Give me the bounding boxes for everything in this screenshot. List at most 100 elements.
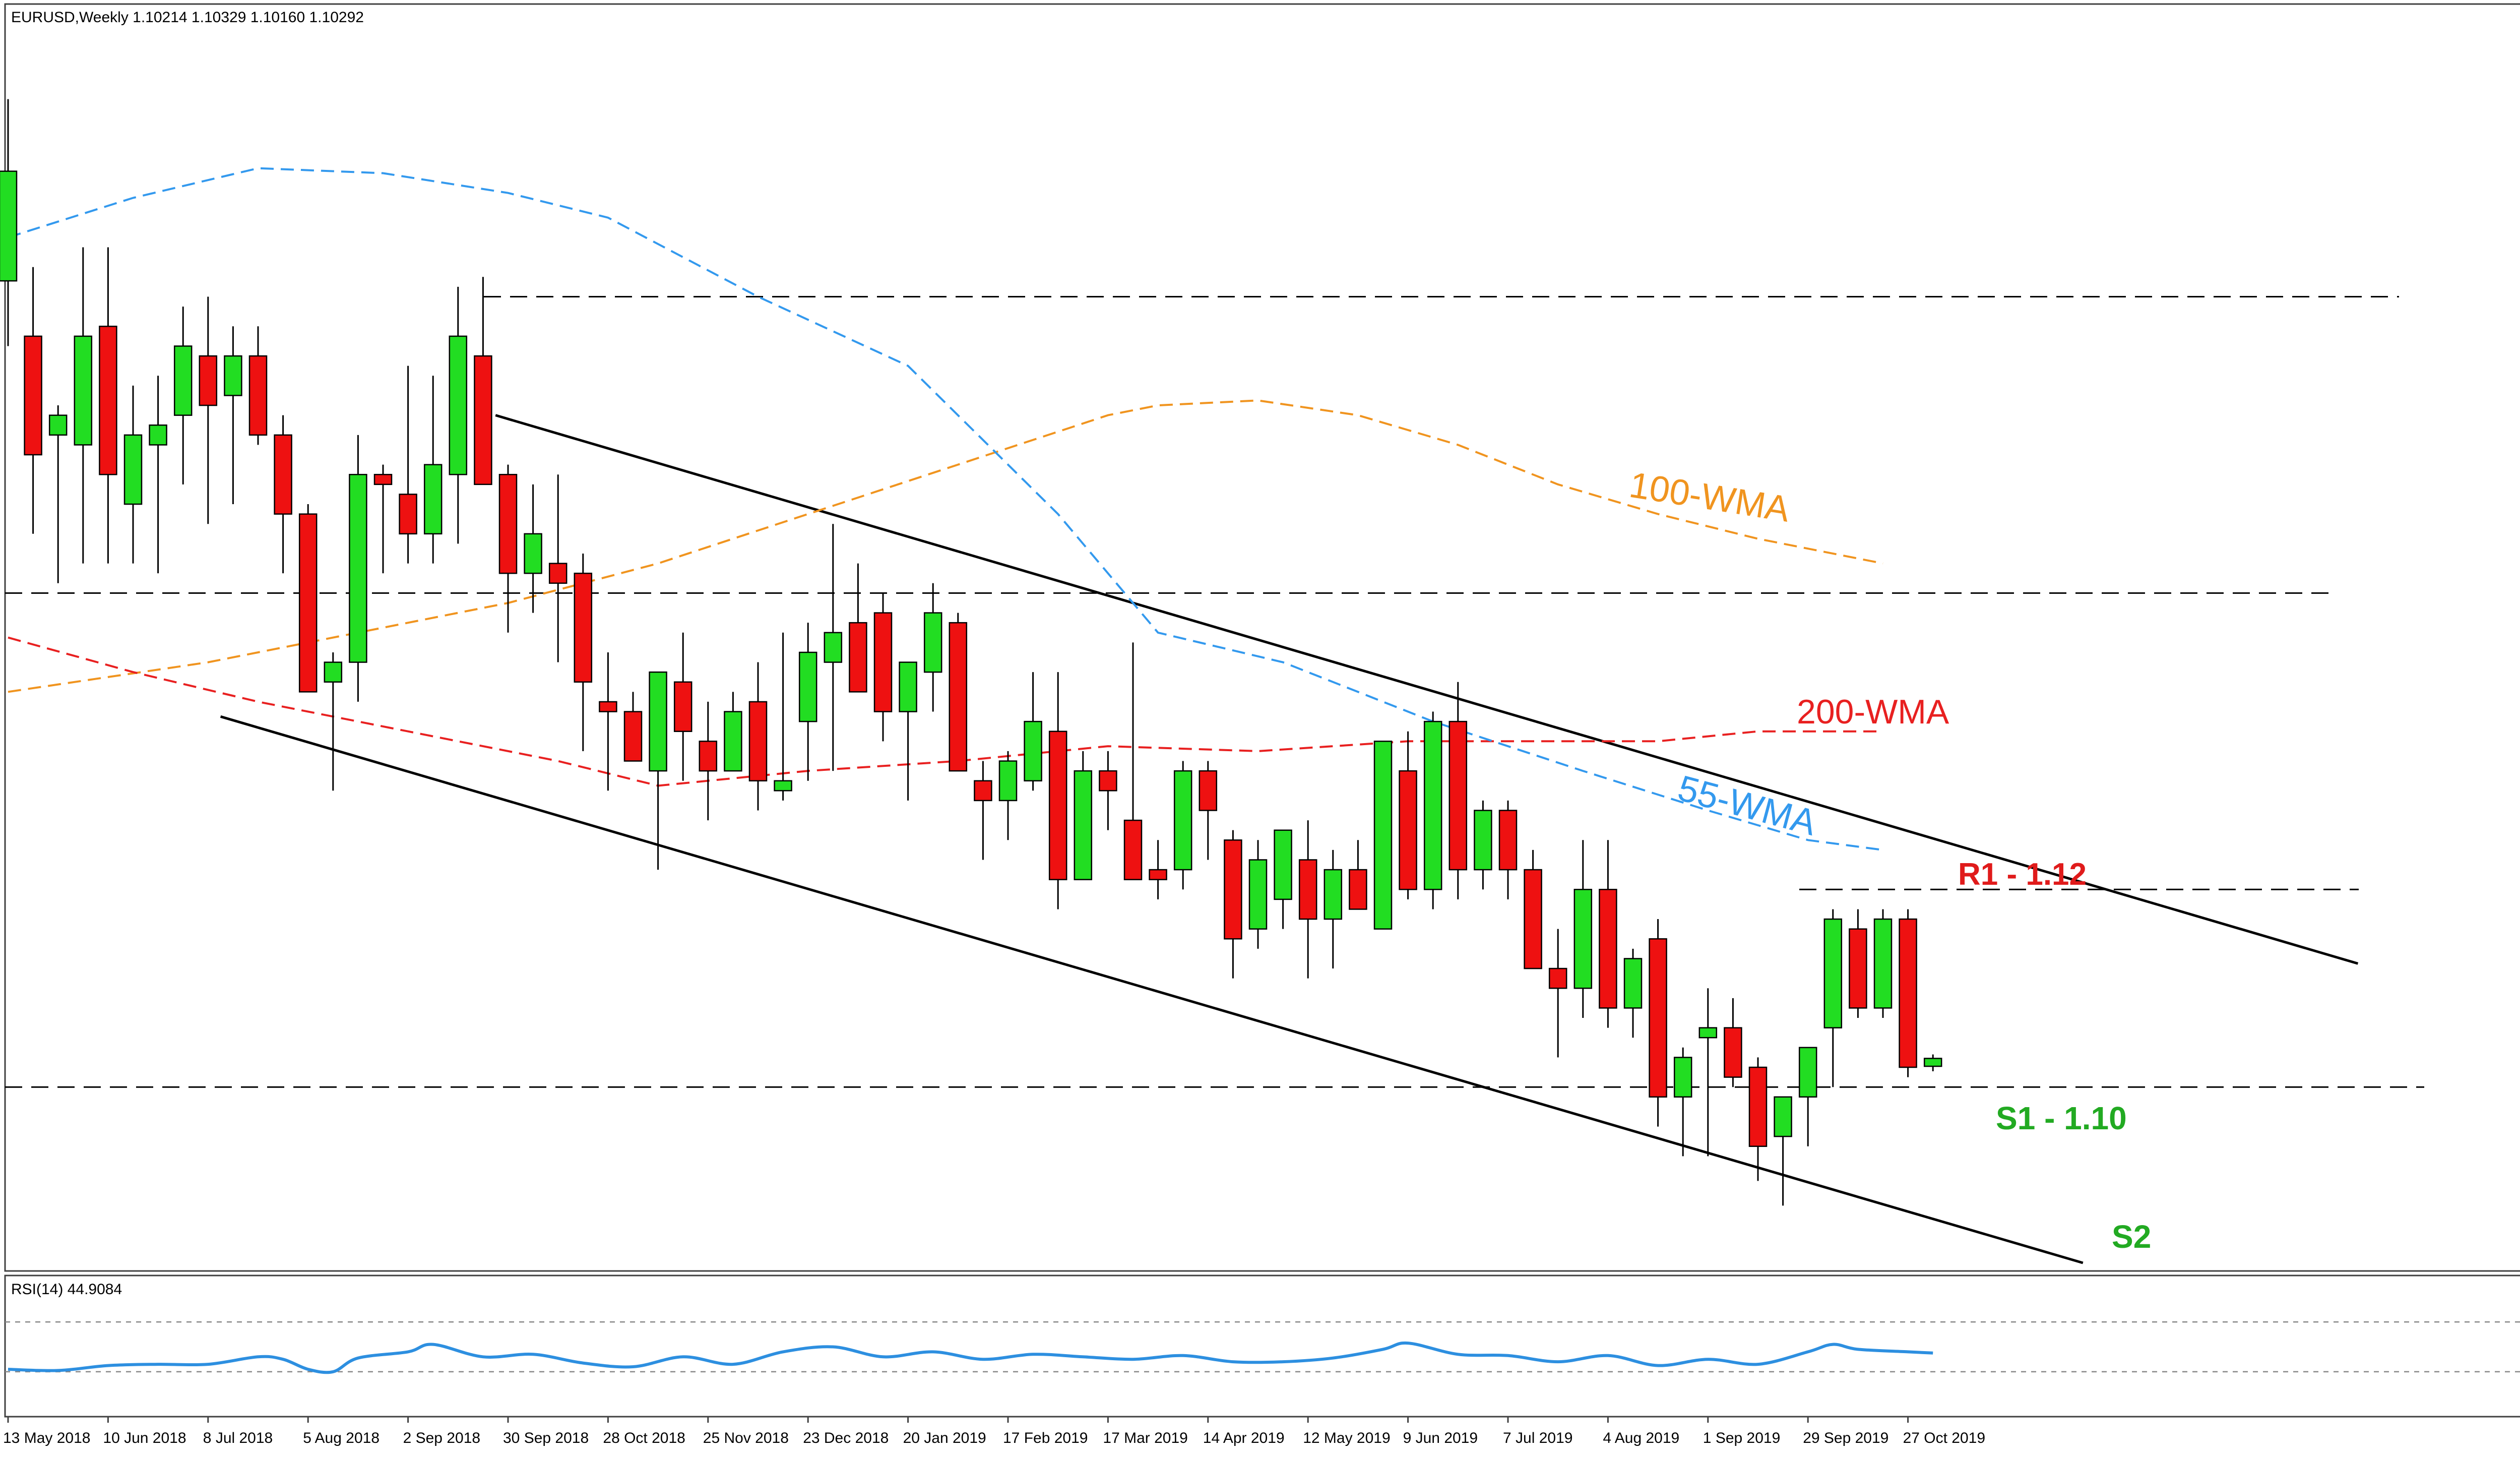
candle [1224,830,1242,979]
bear-candle-body [623,711,643,762]
candlesticks [0,99,1942,1206]
bear-candle-body [373,473,393,485]
time-tick-label: 14 Apr 2019 [1203,1430,1285,1446]
candle [1599,840,1617,1028]
bear-candle-body [974,780,992,802]
bear-candle-body [748,701,768,781]
time-tick-label: 8 Jul 2018 [203,1430,273,1446]
candle [524,484,542,613]
candle [349,435,367,702]
candle [1724,998,1742,1087]
time-tick-label: 20 Jan 2019 [903,1430,986,1446]
bear-candle-body [498,473,518,574]
candle [1673,1047,1692,1157]
candle [899,661,917,801]
time-tick-label: 25 Nov 2018 [703,1430,789,1446]
time-tick-label: 17 Feb 2019 [1003,1430,1088,1446]
time-tick-label: 10 Jun 2018 [103,1430,186,1446]
time-tick-label: 4 Aug 2019 [1603,1430,1679,1446]
candle [149,376,167,574]
bear-candle-body [1224,839,1242,940]
r1-label: R1 - 1.12 [1958,857,2087,892]
bear-candle-body [1899,918,1917,1068]
bull-candle-body [1074,770,1093,880]
bear-candle-body [574,572,593,683]
bull-candle-body [1573,889,1593,989]
wma200-line [8,636,1883,787]
bull-candle-body [724,711,742,772]
candle [974,761,992,860]
bear-candle-body [199,355,218,406]
candle [1149,840,1167,899]
candle [873,593,893,742]
candle [923,583,942,712]
candle [574,553,593,751]
trend-channel [220,414,2359,1264]
bull-candle-body [423,464,443,535]
time-tick-label: 1 Sep 2019 [1703,1430,1780,1446]
candle [1373,741,1393,930]
candle [474,277,492,485]
bull-candle-body [349,473,367,663]
candle [798,623,817,781]
candle [274,415,292,574]
bull-candle-body [324,661,343,683]
wma100-label: 100-WMA [1626,465,1792,530]
bear-candle-body [1849,928,1867,1009]
bull-candle-body [774,780,792,792]
s1-label: S1 - 1.10 [1996,1100,2127,1136]
time-tick-label: 2 Sep 2018 [403,1430,480,1446]
candle [1823,909,1843,1087]
bull-candle-body [74,335,93,446]
candle [998,751,1018,840]
bull-candle-body [123,434,143,505]
bull-candle-body [1873,918,1893,1009]
bear-candle-body [849,622,867,693]
time-tick-label: 17 Mar 2019 [1103,1430,1187,1446]
candle [1899,909,1917,1077]
candle [1399,731,1417,899]
time-tick-label: 30 Sep 2018 [503,1430,589,1446]
bull-candle-body [1698,1027,1718,1039]
rsi-indicator [5,1321,2520,1374]
trendline [220,715,2084,1264]
bear-candle-body [1498,810,1518,871]
candle [1498,800,1518,899]
bear-candle-body [99,326,117,475]
candle [399,366,417,564]
bear-candle-body [1548,967,1567,989]
candle [1524,849,1542,969]
bull-candle-body [1774,1096,1792,1137]
bull-candle-body [1173,770,1192,871]
candle [1448,682,1468,899]
time-tick-label: 7 Jul 2019 [1503,1430,1572,1446]
bear-candle-body [673,681,692,732]
candle [24,267,42,534]
bull-candle-body [1423,720,1442,890]
bear-candle-body [1649,938,1667,1098]
candle [724,692,742,772]
bull-candle-body [1474,810,1492,871]
candle [423,376,443,564]
candle [48,405,68,583]
candle [1099,751,1117,830]
bear-candle-body [1399,770,1417,890]
rsi-info: RSI(14) 44.9084 [11,1281,122,1298]
wma55-line [8,167,1883,851]
bull-candle-body [48,414,68,436]
candle [1623,948,1643,1038]
bull-candle-body [224,355,242,396]
candle [0,99,18,346]
candle [1548,929,1567,1058]
candle [224,326,242,505]
bull-candle-body [1248,859,1268,930]
bull-candle-body [923,612,942,673]
rsi-line [8,1341,1933,1374]
candle [298,504,318,693]
candle [1573,840,1593,1018]
candle [548,474,568,662]
rsi-panel-frame [4,1274,2520,1418]
bear-candle-body [1123,819,1143,880]
